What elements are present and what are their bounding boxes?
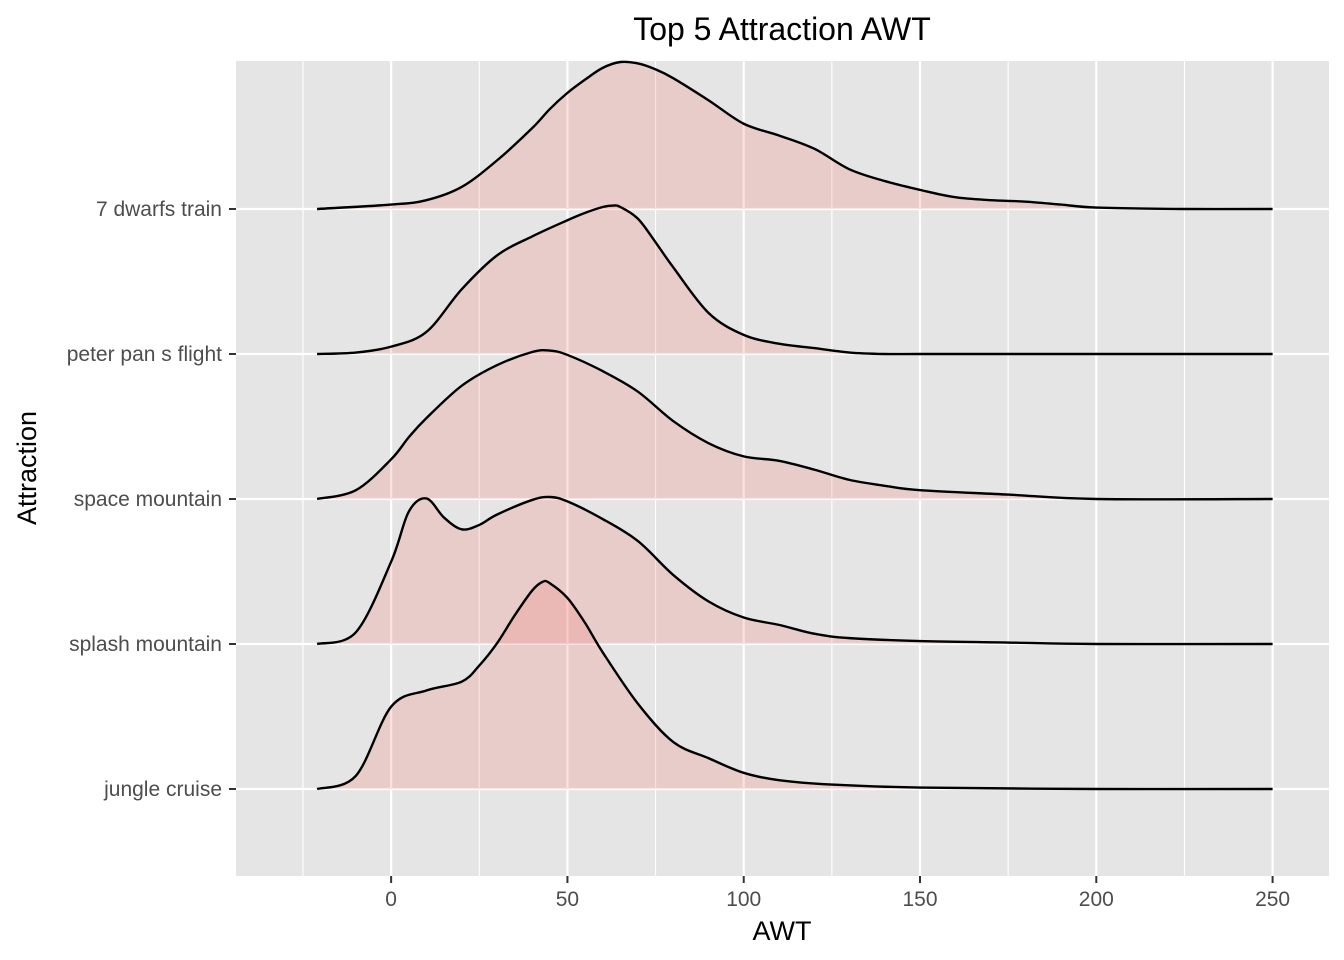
ridge-fill [317, 580, 1273, 790]
ridge-7-dwarfs-train [317, 60, 1273, 211]
y-tick-label-splash-mountain: splash mountain [69, 633, 222, 656]
x-tick-label: 250 [1255, 888, 1290, 911]
y-tick-label-jungle-cruise: jungle cruise [103, 778, 222, 801]
x-tick-label: 200 [1079, 888, 1114, 911]
major-grid [236, 61, 1329, 876]
x-axis-title: AWT [753, 916, 812, 946]
plot-panel [236, 61, 1329, 876]
ridge-fill [317, 205, 1273, 355]
ridge-space-mountain [316, 348, 1273, 501]
ridge-line [316, 348, 1273, 501]
y-tick-label-peter-pan-s-flight: peter pan s flight [67, 343, 222, 366]
ridge-peter-pan-s-flight [317, 204, 1273, 356]
ridge-fill [317, 496, 1273, 645]
x-tick-label: 150 [902, 888, 937, 911]
ridge-line [316, 579, 1273, 791]
x-tick-label: 50 [556, 888, 579, 911]
density-ridges [316, 60, 1273, 791]
chart-title: Top 5 Attraction AWT [633, 11, 931, 47]
ridge-line [317, 204, 1273, 356]
ridge-line [317, 60, 1273, 211]
minor-grid [302, 61, 1185, 876]
y-axis: 7 dwarfs train peter pan s flight space mo… [67, 198, 236, 801]
ridge-fill [317, 350, 1273, 500]
x-tick-label: 100 [726, 888, 761, 911]
x-axis: 0 50 100 150 200 250 [385, 876, 1290, 911]
ridge-line [316, 495, 1273, 646]
y-axis-title: Attraction [12, 411, 42, 525]
ridge-fill [317, 61, 1273, 210]
ridge-jungle-cruise [316, 579, 1273, 791]
y-tick-label-7-dwarfs-train: 7 dwarfs train [96, 198, 222, 221]
x-tick-label: 0 [385, 888, 397, 911]
y-tick-label-space-mountain: space mountain [74, 488, 222, 511]
ridge-splash-mountain [316, 495, 1273, 646]
